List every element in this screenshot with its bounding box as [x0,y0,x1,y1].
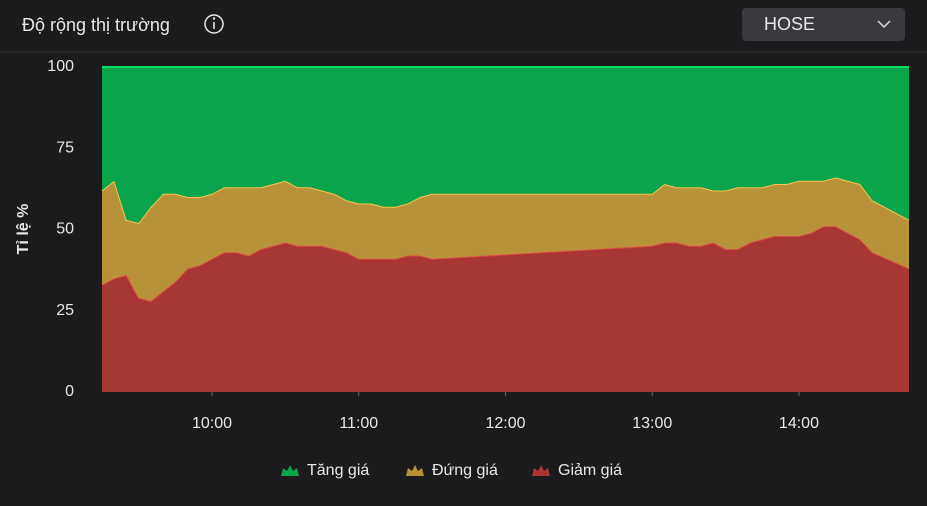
info-icon[interactable] [204,14,224,34]
y-tick-label: 0 [65,383,74,400]
x-tick-label: 11:00 [339,415,378,432]
legend-item[interactable]: Đứng giá [406,462,498,479]
plot: 0 25 50 75 100 10:00 11:00 12:00 13:00 14:00 [47,58,910,432]
legend: Tăng giá Đứng giá Giảm giá [281,462,622,479]
area-fill [102,67,909,223]
widget-title: Độ rộng thị trường [22,15,170,35]
dropdown-value: HOSE [764,14,815,34]
y-tick-label: 50 [56,221,74,238]
legend-icon [406,465,424,476]
legend-label: Tăng giá [307,462,369,479]
y-axis-label: Tỉ lệ % [15,204,32,255]
legend-icon [532,465,550,476]
x-tick-label: 10:00 [192,415,232,432]
area-fill [102,226,909,392]
legend-label: Giảm giá [558,462,622,479]
legend-icon [281,465,299,476]
area-fill [102,177,909,301]
legend-label: Đứng giá [432,462,498,479]
exchange-dropdown[interactable]: HOSE [742,8,905,41]
legend-item[interactable]: Giảm giá [532,462,622,479]
y-tick-label: 25 [56,302,74,319]
y-tick-label: 100 [47,58,74,75]
x-tick-label: 12:00 [485,415,525,432]
y-tick-label: 75 [56,139,74,156]
x-tick-label: 14:00 [779,415,819,432]
legend-item[interactable]: Tăng giá [281,462,369,479]
x-tick-label: 13:00 [632,415,672,432]
